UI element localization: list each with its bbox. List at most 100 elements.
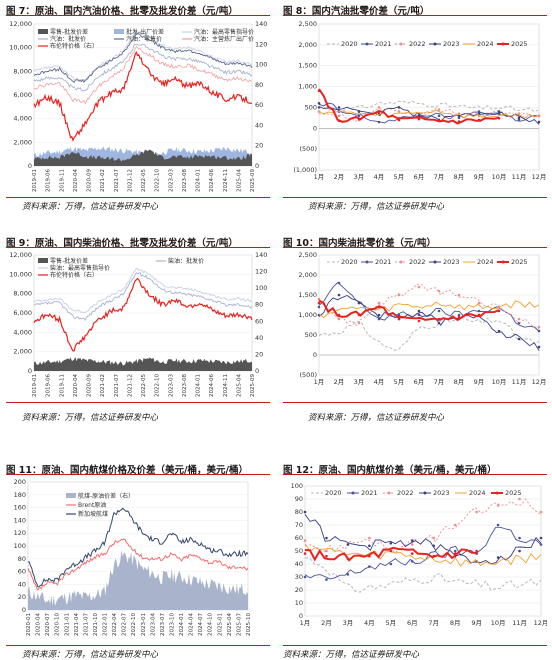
legend-label: 2025 bbox=[505, 489, 522, 497]
fig10-divider-bottom bbox=[283, 402, 547, 403]
data-point bbox=[518, 536, 521, 540]
x-tick-label: 6月 bbox=[414, 378, 425, 386]
series-line-2020 bbox=[318, 317, 540, 351]
line-柴油：批发价 bbox=[34, 271, 253, 322]
legend-swatch bbox=[38, 258, 48, 263]
data-point bbox=[357, 110, 361, 113]
x-tick-label: 2022-04 bbox=[112, 613, 118, 636]
legend-label: 2023 bbox=[443, 258, 460, 266]
data-point bbox=[475, 510, 478, 514]
x-tick-label: 6月 bbox=[407, 619, 418, 627]
x-tick-label: 2020-10 bbox=[55, 613, 61, 636]
x-tick-label: 2024-01 bbox=[196, 374, 202, 397]
legend-label: 2024 bbox=[477, 40, 494, 48]
y2-tick-label: 40 bbox=[255, 121, 263, 129]
x-tick-label: 2025-09 bbox=[250, 169, 256, 192]
data-point bbox=[437, 309, 441, 313]
data-point bbox=[410, 543, 414, 546]
legend-label: 2023 bbox=[443, 40, 460, 48]
data-point bbox=[432, 536, 436, 540]
y-tick-label: 60 bbox=[18, 568, 26, 576]
x-tick-label: 2025-07 bbox=[236, 613, 242, 636]
data-point bbox=[337, 293, 341, 297]
y-tick-label: 0 bbox=[313, 351, 317, 359]
fig8-divider-bottom bbox=[283, 197, 547, 198]
y2-tick-label: 20 bbox=[255, 142, 263, 150]
legend-label: 柴油：批发价 bbox=[168, 257, 204, 265]
data-point bbox=[303, 552, 307, 555]
data-point bbox=[457, 293, 461, 297]
data-point bbox=[457, 114, 461, 118]
legend-label: 2025 bbox=[511, 258, 528, 266]
fig12-chart: 0 10 20 30 40 50 60 70 80 90 100 1月 2月 3月 4月 5月 6月 7月 8月 9月… bbox=[291, 482, 547, 627]
y-tick-label: 6,000 bbox=[13, 91, 32, 99]
legend-marker bbox=[433, 260, 437, 264]
data-point bbox=[346, 543, 350, 546]
legend-marker bbox=[365, 260, 369, 264]
fig7-title: 图 7：原油、国内汽油价格、批零及批发价差（元/吨） bbox=[6, 6, 238, 17]
legend-label: 布伦特价格（右） bbox=[50, 42, 98, 50]
data-point bbox=[325, 578, 328, 581]
y-tick-label: 6,000 bbox=[13, 309, 32, 317]
series-line-2022 bbox=[318, 283, 540, 330]
x-tick-label: 3月 bbox=[354, 378, 365, 386]
y-tick-label: 4,000 bbox=[13, 328, 32, 336]
x-tick-label: 2024-06 bbox=[209, 374, 215, 397]
x-tick-label: 2023-04 bbox=[150, 613, 156, 636]
legend-label: 2021 bbox=[375, 258, 392, 266]
legend-label: 汽油：批发价 bbox=[50, 35, 86, 43]
y-tick-label: 0 bbox=[28, 367, 32, 375]
x-tick-label: 1月 bbox=[314, 378, 325, 386]
data-point bbox=[432, 554, 436, 558]
fig12-source: 资料来源：万得，信达证券研发中心 bbox=[283, 650, 420, 660]
x-tick-label: 8月 bbox=[450, 619, 461, 627]
data-point bbox=[368, 565, 371, 568]
y-tick-label: (1,000) bbox=[293, 166, 317, 174]
x-tick-label: 5月 bbox=[385, 619, 396, 627]
legend-label: 2022 bbox=[397, 489, 414, 497]
series-line-2025 bbox=[318, 299, 500, 322]
line-汽油：批发价 bbox=[33, 43, 253, 92]
x-tick-label: 12月 bbox=[534, 619, 547, 627]
series-line-2022 bbox=[318, 107, 540, 122]
y-tick-label: 2,500 bbox=[298, 20, 317, 28]
data-point bbox=[377, 106, 381, 109]
x-tick-label: 2024-10 bbox=[208, 613, 214, 636]
area-航煤-原油价差（右） bbox=[28, 550, 248, 610]
x-tick-label: 2020-01 bbox=[26, 613, 32, 636]
fig11-divider-bottom bbox=[6, 645, 270, 646]
data-point bbox=[377, 120, 381, 124]
y-tick-label: 2,000 bbox=[13, 138, 32, 146]
line-柴油：最高零售指导价 bbox=[33, 267, 253, 313]
legend-marker bbox=[501, 260, 505, 264]
fig7-divider-bottom bbox=[6, 197, 270, 198]
fig11-divider bbox=[6, 474, 270, 475]
data-point bbox=[417, 117, 421, 121]
data-point bbox=[303, 575, 307, 579]
fig11-source: 资料来源：万得，信达证券研发中心 bbox=[22, 650, 159, 660]
data-point bbox=[397, 293, 401, 297]
legend-label: 2020 bbox=[341, 40, 358, 48]
x-tick-label: 2019-11 bbox=[59, 374, 65, 397]
y-tick-label: 60 bbox=[295, 534, 303, 542]
data-point bbox=[417, 319, 421, 323]
line-Brent原油 bbox=[27, 538, 249, 591]
x-tick-label: 7月 bbox=[428, 619, 439, 627]
y-tick-label: 200 bbox=[14, 478, 26, 486]
fig9-divider-bottom bbox=[6, 402, 270, 403]
y-tick-label: 0 bbox=[22, 606, 26, 614]
data-point bbox=[397, 313, 401, 317]
y2-tick-label: 80 bbox=[255, 81, 263, 89]
data-point bbox=[389, 541, 393, 545]
series-line-2020 bbox=[304, 557, 542, 593]
data-point bbox=[317, 305, 321, 309]
data-point bbox=[317, 101, 321, 105]
x-tick-label: 4月 bbox=[374, 173, 385, 181]
data-point bbox=[539, 510, 543, 514]
line-汽油：最高零售指导价 bbox=[33, 30, 253, 82]
data-point bbox=[437, 114, 441, 118]
x-tick-label: 2019-01 bbox=[32, 374, 38, 397]
fig7-divider bbox=[6, 15, 270, 16]
y-tick-label: 8,000 bbox=[13, 67, 32, 75]
y2-tick-label: 120 bbox=[255, 40, 267, 48]
